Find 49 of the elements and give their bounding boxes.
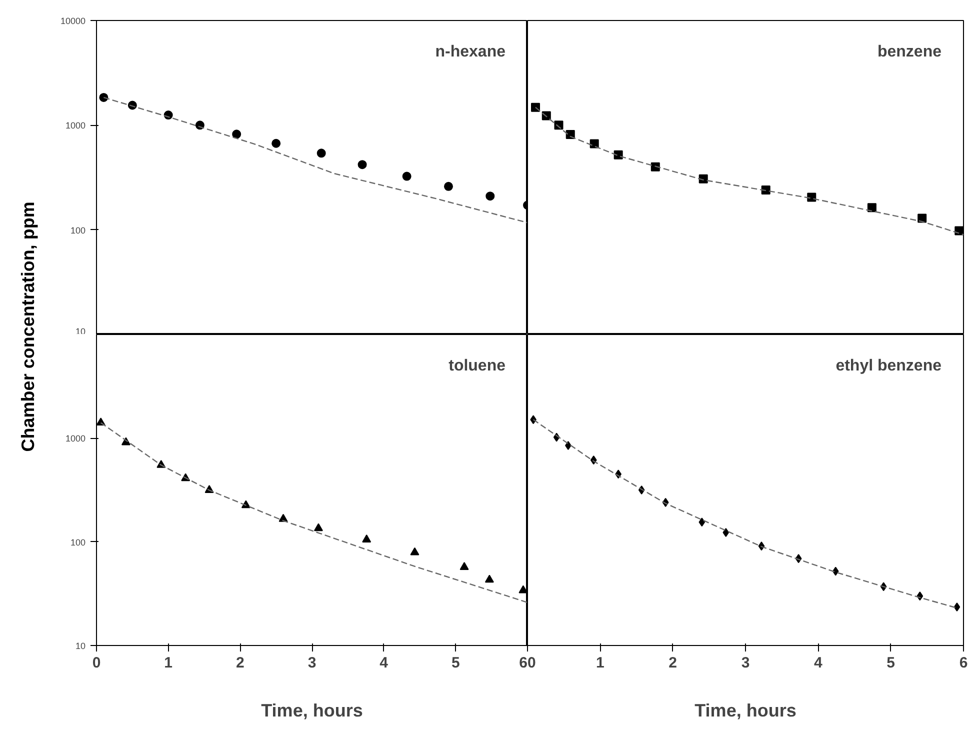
point bbox=[954, 602, 960, 612]
x-tick-label: 4 bbox=[814, 654, 823, 672]
y-axis-title: Chamber concentration, ppm bbox=[18, 202, 38, 452]
x-tick-label: 3 bbox=[308, 654, 316, 672]
point bbox=[362, 534, 372, 542]
y-tick-label: 1000 bbox=[65, 120, 86, 131]
x-tick-label: 1 bbox=[596, 654, 604, 672]
x-tick-label: 6 bbox=[959, 654, 968, 672]
y-tick-label: 100 bbox=[70, 225, 86, 236]
x-tick-label: 2 bbox=[668, 654, 678, 672]
point bbox=[460, 562, 469, 570]
x-tick-label: 0 bbox=[528, 654, 536, 672]
point bbox=[722, 528, 730, 538]
x-axis-title: Time, hours bbox=[694, 700, 796, 720]
point bbox=[590, 139, 599, 148]
x-axis-title: Time, hours bbox=[261, 700, 363, 720]
text: toluene bbox=[448, 358, 506, 374]
point bbox=[698, 518, 706, 527]
point bbox=[761, 186, 770, 195]
x-tick-label: 4 bbox=[380, 654, 389, 672]
point bbox=[444, 182, 453, 191]
x-tick-label: 0 bbox=[92, 654, 101, 672]
x-tick-label: 1 bbox=[164, 654, 173, 672]
text: n-hexane bbox=[435, 44, 506, 60]
x-tick-label: 3 bbox=[741, 654, 750, 672]
x-tick-label: 5 bbox=[886, 654, 896, 672]
point bbox=[954, 226, 964, 236]
text: benzene bbox=[877, 44, 942, 60]
point bbox=[518, 585, 527, 594]
point bbox=[402, 172, 412, 181]
y-tick-label: 1000 bbox=[65, 434, 86, 444]
point bbox=[650, 162, 660, 172]
point bbox=[314, 523, 323, 532]
x-tick-label: 2 bbox=[236, 654, 244, 672]
point bbox=[99, 92, 108, 102]
point bbox=[272, 138, 281, 148]
y-tick-label: 10000 bbox=[60, 16, 86, 26]
text: ethyl benzene bbox=[836, 358, 942, 374]
x-tick-label: 6 bbox=[519, 654, 528, 672]
point bbox=[316, 148, 326, 158]
point bbox=[358, 160, 367, 170]
point bbox=[867, 203, 876, 212]
y-tick-label: 100 bbox=[70, 537, 86, 548]
point bbox=[410, 547, 420, 556]
point bbox=[232, 130, 242, 139]
point bbox=[484, 574, 494, 583]
y-tick-label: 10 bbox=[75, 641, 86, 651]
x-tick-label: 5 bbox=[451, 654, 460, 672]
point bbox=[486, 192, 495, 201]
